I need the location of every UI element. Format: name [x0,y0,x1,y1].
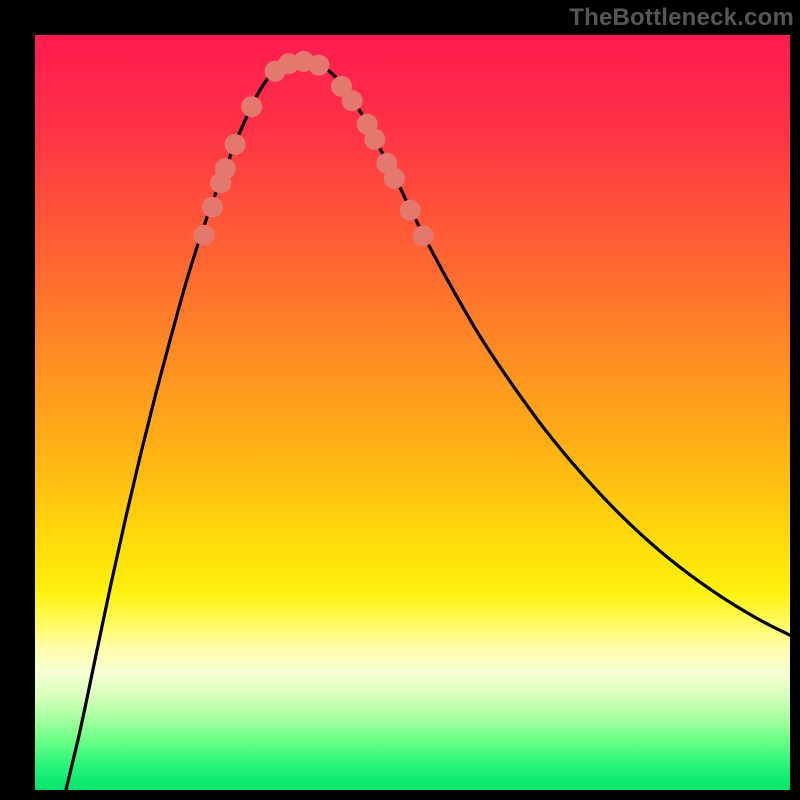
data-marker [194,225,215,246]
data-marker [202,197,223,218]
data-marker [215,158,236,179]
data-marker [308,55,329,76]
data-marker [364,129,385,150]
data-marker [384,168,405,189]
data-marker [413,225,434,246]
data-marker [225,134,246,155]
data-marker [342,90,363,111]
data-marker [400,200,421,221]
data-marker [241,96,262,117]
chart-canvas: TheBottleneck.com [0,0,800,800]
plot-background [35,35,790,790]
bottleneck-chart [0,0,800,800]
